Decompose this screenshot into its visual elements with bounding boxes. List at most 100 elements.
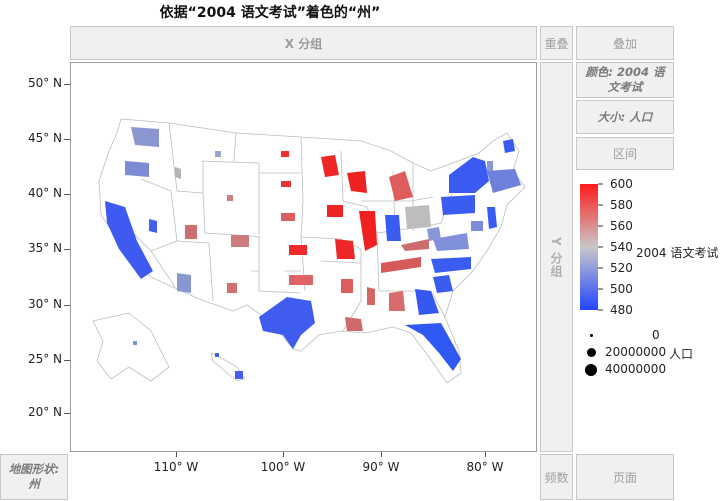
lon-label-110: 110° W [153,460,199,474]
state-california [105,201,153,279]
lat-tick [64,84,70,85]
state-south-dakota [281,181,291,187]
state-idaho [175,167,181,179]
lat-label-40: 40° N [27,186,62,200]
color-tick-580: 580 [610,198,633,212]
x-group-label: X 分组 [284,36,323,51]
lon-label-90: 90° W [362,460,400,474]
state-maine [503,139,515,153]
size-item-40000000: 40000000 [605,362,667,376]
state-alaska [133,341,137,345]
lon-tick [176,452,177,457]
state-minnesota [321,155,339,177]
state-shapes [105,127,521,379]
size-item-0: 0 [652,328,660,342]
state-michigan [389,171,413,201]
lat-tick [64,139,70,140]
y-group-label: Y 分组 [549,236,563,278]
lat-label-50: 50° N [27,76,62,90]
overlay-label: 重叠 [544,36,569,51]
size-item-20000000: 20000000 [605,345,667,359]
state-florida [405,323,461,371]
state-texas [259,297,315,349]
state-new-jersey [487,207,497,229]
lat-label-25: 25° N [27,352,62,366]
state-illinois [359,211,377,251]
page-zone[interactable]: 页面 [576,454,674,500]
state-nebraska [281,213,295,221]
lat-tick [64,305,70,306]
state-washington [131,127,159,147]
interval-zone[interactable]: 区间 [576,137,674,170]
lon-label-100: 100° W [260,460,306,474]
state-new-york [449,157,489,193]
color-zone-label: 颜色: 2004 语文考试 [585,65,665,94]
state-north-dakota [281,151,289,157]
color-tick-600: 600 [610,177,633,191]
lon-tick [381,452,382,457]
state-arizona [177,273,191,293]
color-scale-bar [580,183,603,311]
size-dot-large [585,364,597,376]
map-shape-zone[interactable]: 地图形状: 州 [0,454,68,500]
freq-zone[interactable]: 频数 [540,454,573,500]
color-tick-520: 520 [610,261,633,275]
color-tick-540: 540 [610,240,633,254]
size-unit-label: 人口 [669,347,694,361]
state-west-virginia [427,227,441,241]
state-montana [215,151,221,157]
interval-label: 区间 [612,147,637,161]
state-north-carolina [431,257,471,273]
us-map [92,118,526,384]
color-legend-title: 2004 语文考试 [636,246,719,260]
lat-label-30: 30° N [27,297,62,311]
state-oklahoma [289,275,313,285]
state-louisiana [345,317,363,331]
overlay-zone[interactable]: 重叠 [540,26,573,60]
state-indiana [385,215,401,241]
map-shape-label: 地图形状: 州 [8,462,60,491]
state-arkansas [341,279,353,293]
alaska-outline [92,312,170,382]
state-colorado [231,235,249,247]
map-frame[interactable] [70,62,537,452]
state-tennessee [381,257,421,273]
state-south-carolina [433,275,453,293]
color-tick-560: 560 [610,219,633,233]
lat-label-20: 20° N [27,405,62,419]
stack-zone[interactable]: 叠加 [576,26,674,60]
state-mississippi [367,287,375,305]
chart-title: 依据“2004 语文考试”着色的“州” [159,5,381,21]
state-kentucky [401,239,429,251]
state-virginia [433,233,469,251]
color-tick-500: 500 [610,282,633,296]
state-oregon [125,161,149,177]
state-new-england [487,169,521,193]
state-nevada [149,219,157,233]
lat-label-45: 45° N [27,131,62,145]
size-zone[interactable]: 大小: 人口 [576,100,674,134]
color-tick-480: 480 [610,303,633,317]
page-label: 页面 [612,470,637,485]
state-alabama [389,291,405,311]
state-new-mexico [227,283,237,293]
y-group-zone[interactable]: Y 分组 [540,62,573,452]
lon-tick [283,452,284,457]
color-zone[interactable]: 颜色: 2004 语文考试 [576,62,674,98]
lat-tick [64,360,70,361]
x-group-zone[interactable]: X 分组 [70,26,537,60]
lat-tick [64,249,70,250]
state-georgia [415,289,439,315]
size-dot-small [590,334,593,337]
lat-tick [64,194,70,195]
lon-label-80: 80° W [466,460,504,474]
state-utah [185,225,197,239]
state-wyoming [227,195,233,201]
state-wisconsin [347,171,367,193]
state-kansas [289,245,307,255]
stack-label: 叠加 [612,36,637,51]
lon-tick [485,452,486,457]
state-missouri [335,239,355,259]
size-dot-medium [587,348,596,357]
state-ohio [405,205,431,229]
